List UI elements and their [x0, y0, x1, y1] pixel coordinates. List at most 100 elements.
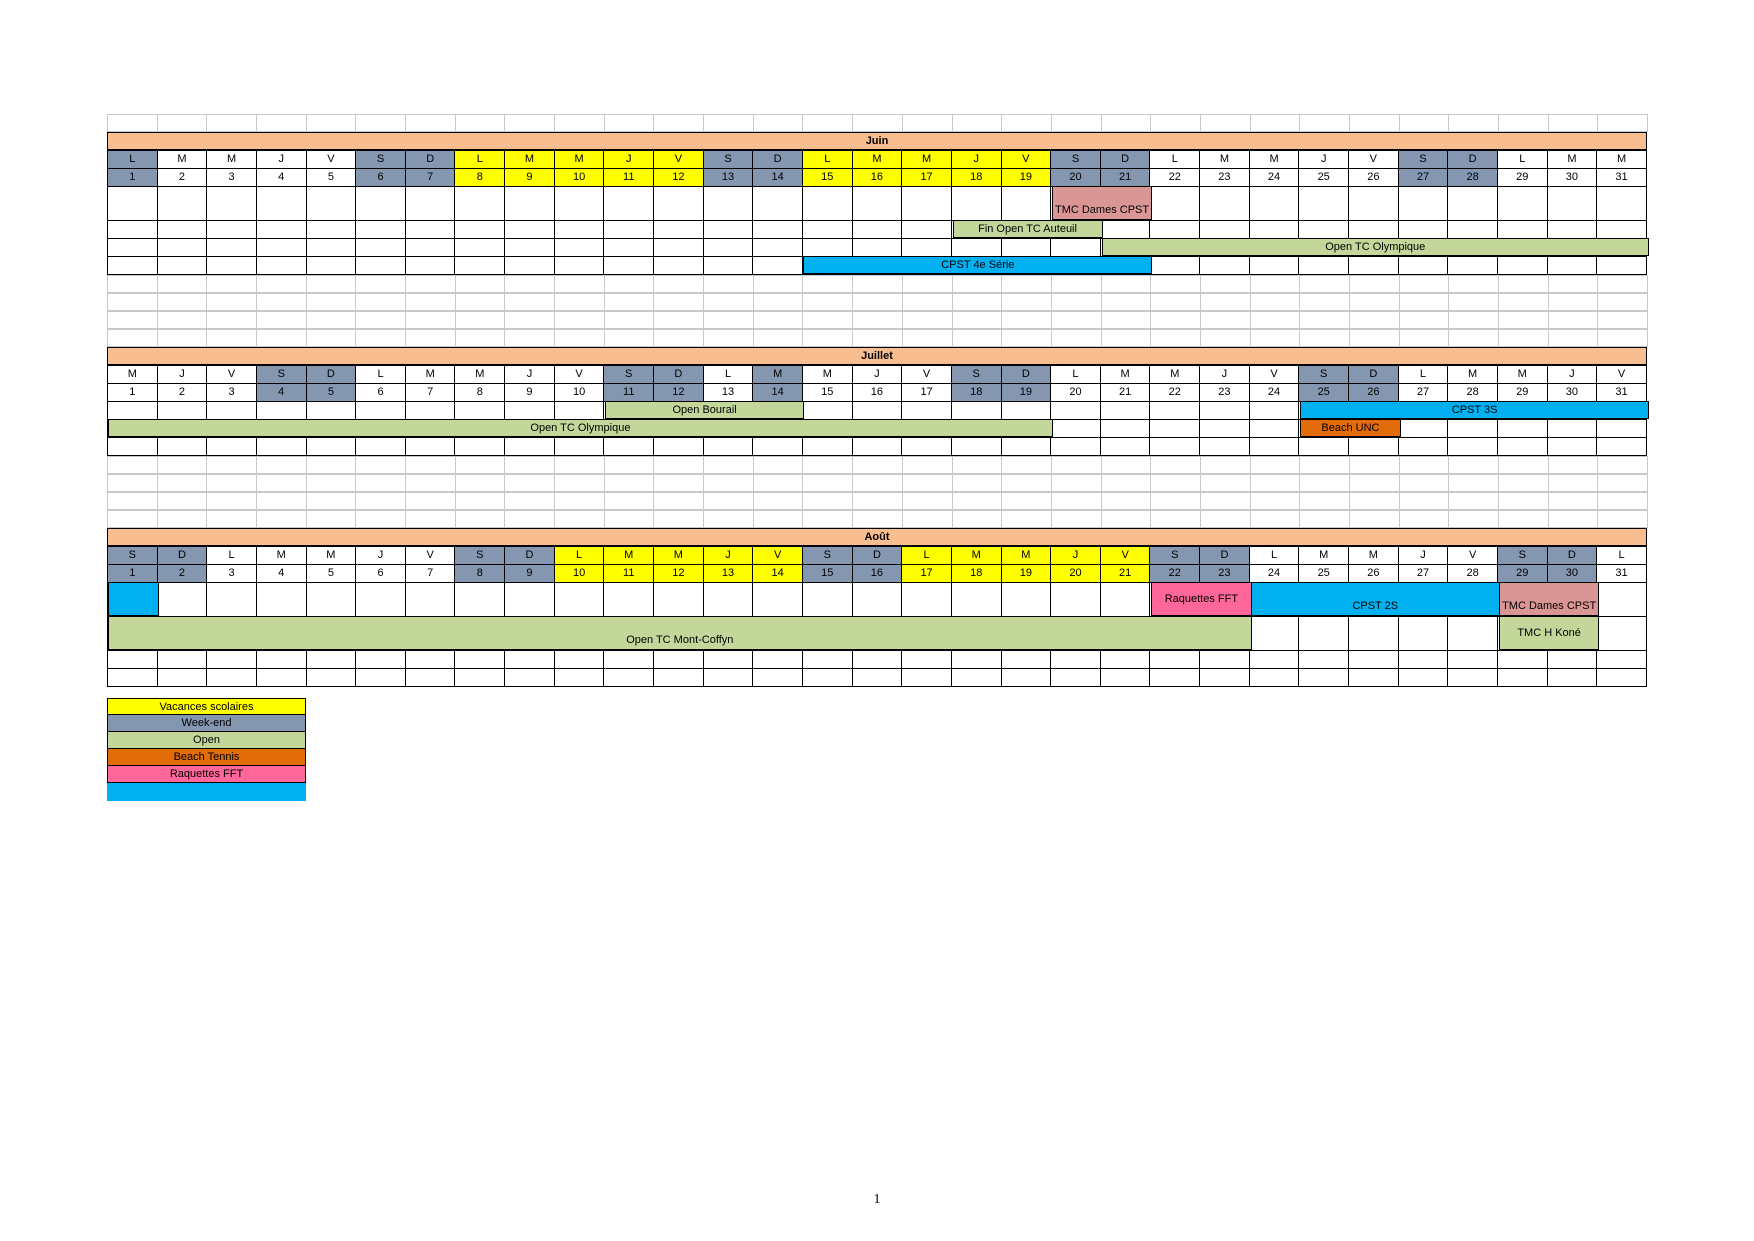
grid-cell [852, 510, 903, 528]
event-cell [404, 402, 455, 419]
date-cell: 21 [1099, 169, 1150, 186]
weekday-cell: L [801, 151, 852, 168]
date-cell: 30 [1546, 169, 1597, 186]
weekday-cell: L [1397, 366, 1448, 383]
event-cell [1149, 583, 1199, 616]
date-cell: 13 [702, 384, 753, 401]
weekday-cell: J [603, 151, 654, 168]
grid-cell [603, 456, 655, 474]
grid-cell [901, 114, 953, 132]
event-cell [1050, 438, 1100, 455]
event-cell [1397, 420, 1448, 437]
grid-cell [1199, 329, 1251, 347]
grid-cell [305, 311, 357, 329]
grid-cell [355, 114, 407, 132]
grid-cell [1448, 474, 1499, 492]
grid-cell [603, 311, 655, 329]
event-cell [355, 669, 405, 686]
grid-cell [1199, 275, 1251, 293]
event-cell [206, 651, 256, 668]
page-number: 1 [873, 1192, 881, 1207]
date-cell: 3 [206, 565, 256, 582]
grid-cell [1547, 114, 1599, 132]
date-cell: 21 [1099, 384, 1150, 401]
grid-cell [802, 275, 854, 293]
grid-cell [554, 114, 605, 132]
grid-cell [1299, 456, 1350, 474]
weekday-cell: J [1199, 366, 1249, 383]
event-cell [702, 583, 753, 616]
date-cell: 15 [801, 384, 852, 401]
event-cell [156, 221, 207, 238]
event-cell [1496, 257, 1547, 274]
grid-cell [653, 329, 705, 347]
grid-cell [1249, 114, 1301, 132]
event-cell [752, 651, 802, 668]
grid-cell [1100, 492, 1152, 510]
grid-cell [603, 474, 655, 492]
legend-weekend: Week-end [107, 715, 306, 732]
event-cell [801, 438, 852, 455]
event-cell [108, 402, 157, 419]
weekday-cell: M [752, 366, 802, 383]
event-cell [305, 669, 356, 686]
date-cell: 19 [1000, 169, 1051, 186]
event-cell [702, 221, 753, 238]
weekday-cell: D [851, 547, 902, 564]
grid-cell [852, 456, 903, 474]
date-cell: 20 [1050, 169, 1100, 186]
event-cell [603, 651, 653, 668]
event-cell [653, 257, 703, 274]
grid-cell [1001, 510, 1052, 528]
date-cell: 22 [1149, 384, 1199, 401]
date-cell: 27 [1397, 384, 1448, 401]
event-cell [1496, 221, 1547, 238]
event-cell [1496, 420, 1547, 437]
grid-cell [802, 456, 854, 474]
grid-cell [256, 293, 307, 311]
event-cell [1000, 651, 1051, 668]
date-cell: 25 [1298, 565, 1348, 582]
weekday-cell: V [1348, 151, 1398, 168]
event-cell [603, 402, 653, 419]
grid-cell [653, 293, 705, 311]
grid-cell [653, 492, 705, 510]
weekday-cell: V [1099, 547, 1150, 564]
empty-grid-row [107, 275, 1648, 293]
grid-cell [1001, 474, 1052, 492]
event-cell [901, 583, 951, 616]
weekday-cell: M [1149, 366, 1199, 383]
date-cell: 21 [1099, 565, 1150, 582]
event-cell [702, 669, 753, 686]
event-cell [1496, 651, 1547, 668]
event-cell [1596, 583, 1646, 616]
grid-cell [1001, 114, 1052, 132]
grid-cell [355, 293, 407, 311]
grid-cell [1348, 329, 1400, 347]
event-cell [156, 402, 207, 419]
grid-cell [852, 492, 903, 510]
event-cell [1496, 617, 1547, 650]
event-cell [553, 669, 604, 686]
grid-cell [1199, 510, 1251, 528]
grid-cell [852, 114, 903, 132]
date-cell: 5 [305, 565, 356, 582]
event-cell [1099, 402, 1150, 419]
event-cell [851, 221, 902, 238]
grid-cell [1597, 293, 1648, 311]
grid-cell [1249, 492, 1301, 510]
event-cell [950, 239, 1001, 256]
event-cell [901, 651, 951, 668]
grid-cell [951, 114, 1003, 132]
event-cell [404, 651, 455, 668]
grid-cell [107, 456, 158, 474]
grid-cell [653, 510, 705, 528]
date-cell: 29 [1496, 565, 1547, 582]
weekday-cell: M [1496, 366, 1547, 383]
event-cell [950, 187, 1001, 220]
event-cell [255, 669, 306, 686]
event-cell [603, 239, 653, 256]
grid-cell [1448, 311, 1499, 329]
grid-cell [1299, 311, 1350, 329]
